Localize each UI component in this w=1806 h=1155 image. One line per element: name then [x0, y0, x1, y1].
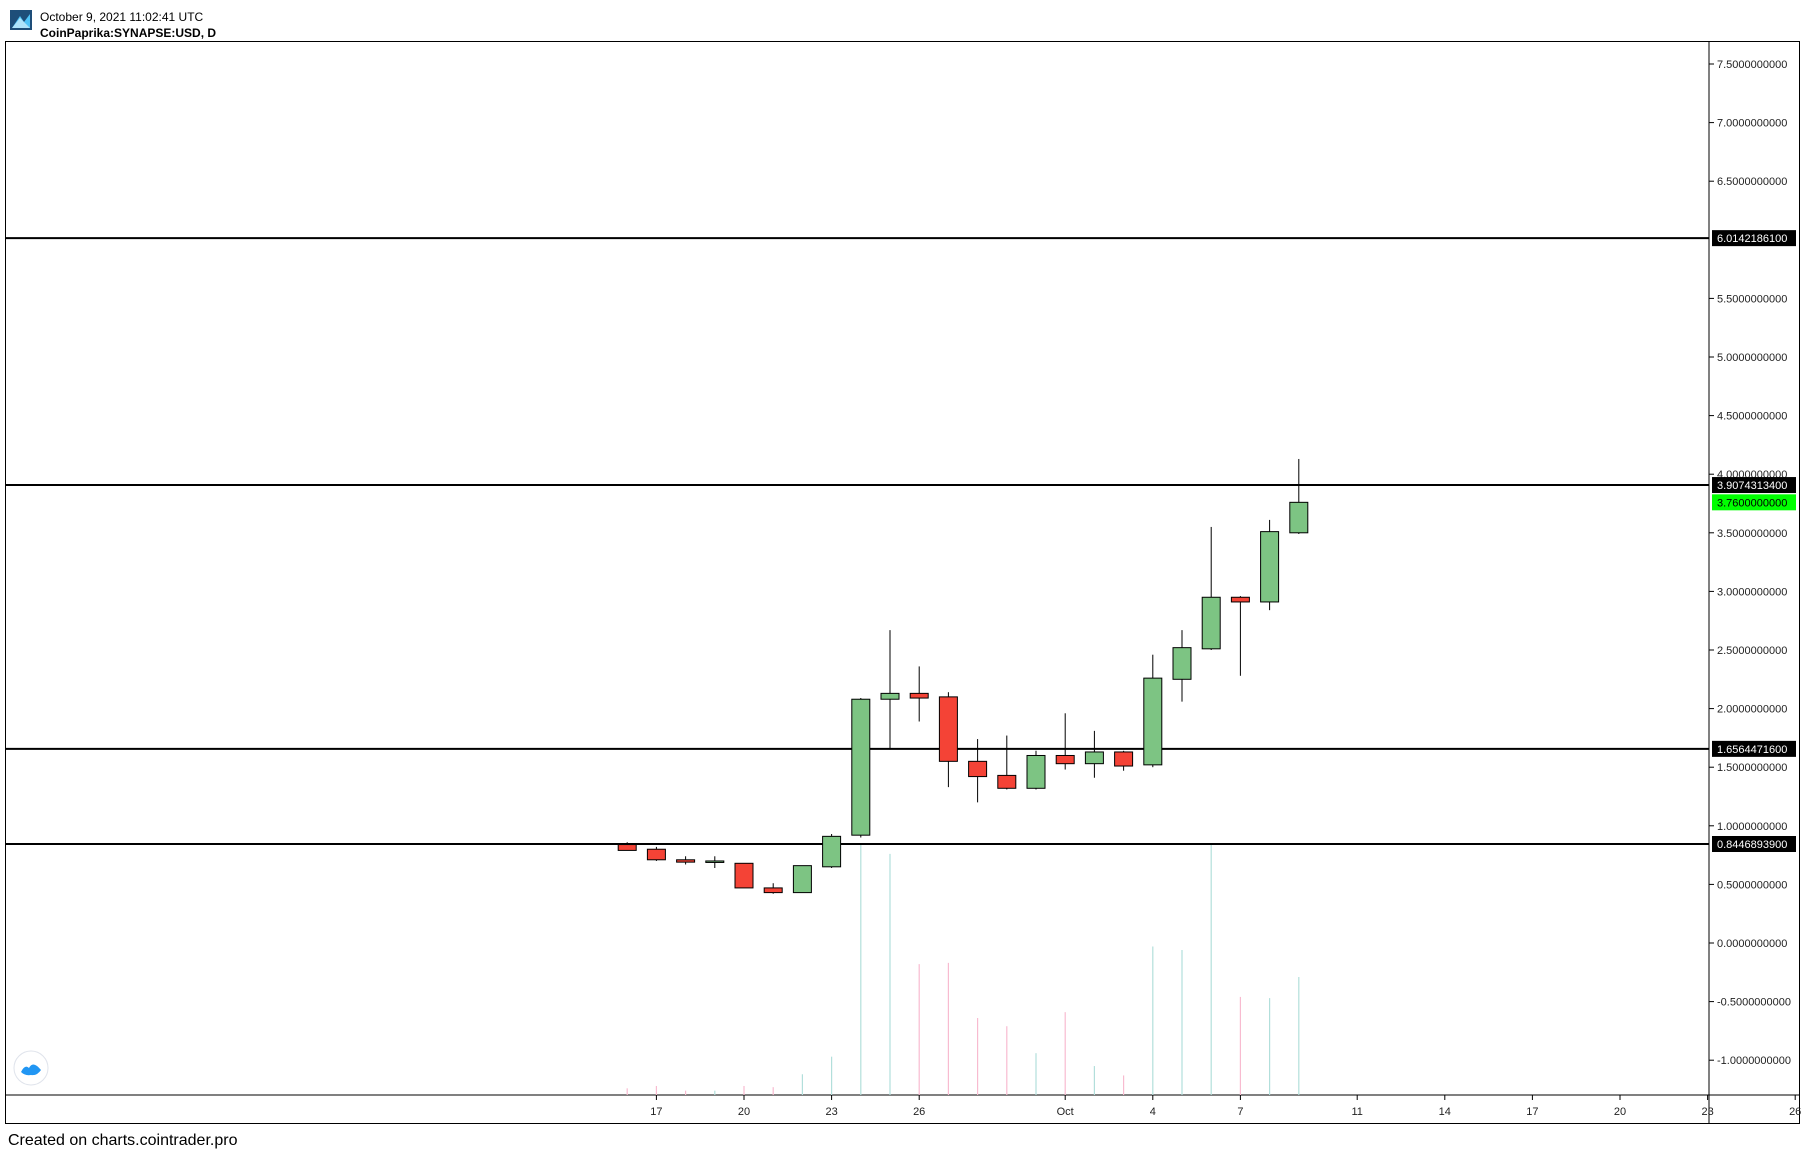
candle-body-0 [617, 844, 637, 851]
level-tag-bg-2 [1712, 740, 1796, 757]
candle-0 [617, 842, 637, 851]
level-tag-label-0: 6.0142186100 [1717, 233, 1787, 245]
level-tag-label-1: 3.9074313400 [1717, 480, 1787, 492]
y-tick-label-3: 5.5000000000 [1717, 293, 1787, 305]
y-tick-label-10: 2.0000000000 [1717, 704, 1787, 716]
footer-credit: Created on charts.cointrader.pro [8, 1132, 238, 1149]
candle-23 [1289, 458, 1309, 534]
x-tick-label-8: 14 [1439, 1106, 1451, 1118]
candle-4 [734, 862, 754, 889]
x-tick-label-5: 4 [1150, 1106, 1156, 1118]
y-tick-label-14: 0.0000000000 [1717, 938, 1787, 950]
y-tick-label-0: 7.5000000000 [1717, 59, 1787, 71]
candle-6 [792, 865, 812, 894]
candle-10 [909, 666, 929, 722]
candle-body-5 [763, 887, 783, 894]
candle-body-10 [909, 692, 929, 699]
candle-9 [880, 630, 900, 750]
cointrader-logo-icon[interactable] [10, 10, 32, 30]
last-price-tag-label: 3.7600000000 [1717, 497, 1787, 509]
candle-body-1 [646, 848, 666, 861]
candle-body-12 [968, 760, 988, 778]
y-tick-label-4: 5.0000000000 [1717, 352, 1787, 364]
candle-body-16 [1084, 751, 1104, 765]
candle-11 [938, 692, 958, 788]
level-tag-bg-1 [1712, 477, 1796, 494]
candle-body-9 [880, 692, 900, 700]
y-tick-label-2: 6.5000000000 [1717, 176, 1787, 188]
candle-body-13 [997, 774, 1017, 789]
candle-22 [1260, 519, 1280, 611]
candle-3 [705, 856, 725, 868]
candle-body-7 [822, 835, 842, 868]
x-tick-label-3: 26 [913, 1106, 925, 1118]
y-tick-label-13: 0.5000000000 [1717, 879, 1787, 891]
candle-12 [968, 739, 988, 803]
y-tick-label-5: 4.5000000000 [1717, 411, 1787, 423]
x-tick-label-6: 7 [1237, 1106, 1243, 1118]
x-tick-label-4: Oct [1057, 1106, 1074, 1118]
candle-8 [851, 698, 871, 838]
candle-body-15 [1055, 754, 1075, 765]
candle-14 [1026, 750, 1046, 790]
candle-21 [1230, 596, 1250, 676]
x-tick-label-12: 26 [1789, 1106, 1801, 1118]
candle-13 [997, 735, 1017, 790]
level-tag-bg-0 [1712, 230, 1796, 247]
candle-20 [1201, 526, 1221, 650]
x-tick-label-11: 23 [1701, 1106, 1713, 1118]
last-price-tag-bg [1712, 494, 1796, 511]
chart-timestamp: October 9, 2021 11:02:41 UTC [40, 10, 204, 24]
candle-body-23 [1289, 501, 1309, 534]
candle-body-22 [1260, 531, 1280, 603]
y-tick-label-1: 7.0000000000 [1717, 118, 1787, 130]
x-tick-label-2: 23 [825, 1106, 837, 1118]
candle-18 [1143, 654, 1163, 768]
candle-19 [1172, 630, 1192, 702]
y-tick-label-15: -0.5000000000 [1717, 997, 1791, 1009]
candle-body-2 [676, 859, 696, 863]
candle-body-11 [938, 696, 958, 762]
y-tick-label-16: -1.0000000000 [1717, 1055, 1791, 1067]
level-tag-label-3: 0.8446893900 [1717, 839, 1787, 851]
chart-frame [5, 41, 1800, 1124]
tradingview-badge-icon[interactable] [13, 1050, 49, 1086]
candle-16 [1084, 730, 1104, 778]
x-tick-label-9: 17 [1526, 1106, 1538, 1118]
y-tick-label-11: 1.5000000000 [1717, 762, 1787, 774]
candle-1 [646, 846, 666, 861]
x-tick-label-10: 20 [1614, 1106, 1626, 1118]
x-tick-label-7: 11 [1351, 1106, 1362, 1118]
candle-body-3 [705, 860, 725, 863]
y-tick-label-9: 2.5000000000 [1717, 645, 1787, 657]
x-tick-label-0: 17 [650, 1106, 662, 1118]
y-tick-label-7: 3.5000000000 [1717, 528, 1787, 540]
candle-5 [763, 883, 783, 894]
candle-body-20 [1201, 596, 1221, 650]
candle-body-4 [734, 862, 754, 889]
candle-body-14 [1026, 754, 1046, 789]
y-tick-label-8: 3.0000000000 [1717, 586, 1787, 598]
candle-17 [1114, 750, 1134, 771]
candle-body-21 [1230, 596, 1250, 603]
candle-7 [822, 834, 842, 868]
candle-body-8 [851, 698, 871, 836]
candle-15 [1055, 713, 1075, 770]
level-tag-bg-3 [1712, 836, 1796, 853]
level-tag-label-2: 1.6564471600 [1717, 744, 1787, 756]
y-tick-label-12: 1.0000000000 [1717, 821, 1787, 833]
candle-body-17 [1114, 751, 1134, 767]
candle-body-6 [792, 865, 812, 894]
candle-2 [676, 856, 696, 865]
candle-body-18 [1143, 677, 1163, 766]
chart-symbol-title: CoinPaprika:SYNAPSE:USD, D [40, 26, 217, 40]
x-tick-label-1: 20 [738, 1106, 750, 1118]
candle-body-19 [1172, 647, 1192, 680]
